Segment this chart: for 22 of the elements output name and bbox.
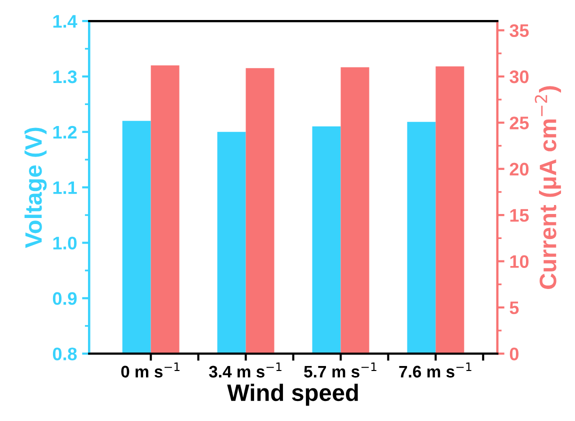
- y-tick-label: 1.2: [53, 126, 77, 138]
- x-tick-label: 5.7 m s$^{−1}$: [304, 362, 376, 378]
- y-tick-label: 0.9: [52, 292, 77, 305]
- y2-tick-label: 25: [510, 116, 529, 130]
- y2-tick-label: 30: [510, 70, 529, 84]
- y-tick-label: 1.1: [53, 181, 77, 194]
- y2-tick-label: 15: [510, 209, 529, 222]
- x-tick-label: 7.6 m s$^{−1}$: [399, 362, 472, 378]
- y-tick-label: 1.4: [53, 15, 78, 28]
- y2-tick-label: 0: [510, 348, 518, 360]
- y2-axis-title: Current (μA cm$^{−2}$): [534, 86, 562, 289]
- x-tick-label: 0 m s$^{−1}$: [121, 362, 180, 378]
- y2-tick-label: 10: [510, 255, 529, 268]
- y-tick-label: 0.8: [52, 348, 77, 360]
- x-tick-label: 3.4 m s$^{−1}$: [208, 362, 282, 378]
- y2-tick-label: 20: [510, 162, 529, 176]
- y2-tick-label: 35: [510, 24, 529, 38]
- y-tick-label: 1.0: [53, 236, 77, 250]
- y2-tick-label: 5: [510, 302, 519, 314]
- y-tick-label: 1.3: [53, 70, 77, 84]
- y-axis-title: Voltage (V): [24, 128, 47, 248]
- x-axis-title: Wind speed: [227, 384, 358, 406]
